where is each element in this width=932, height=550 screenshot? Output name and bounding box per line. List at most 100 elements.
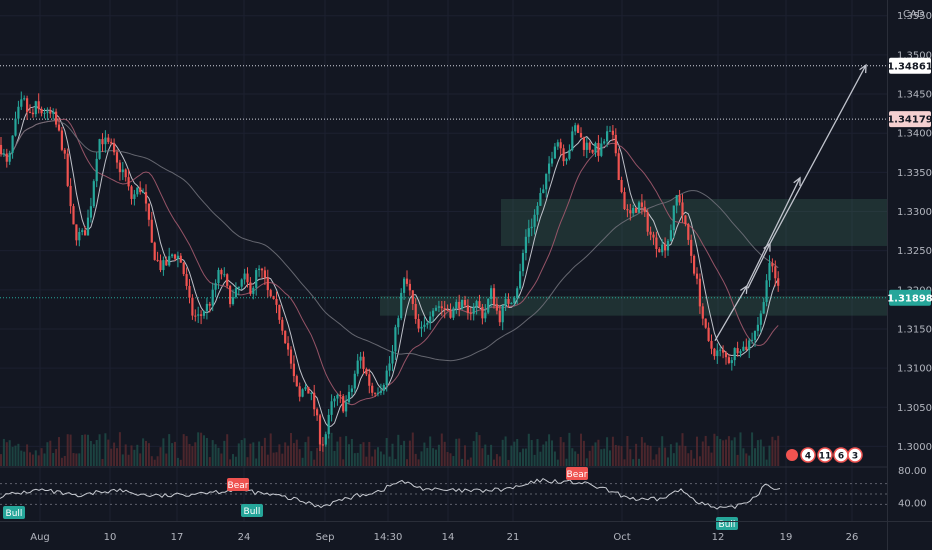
event-badges[interactable]: 4 11 6 3 (786, 447, 863, 463)
volume-bar (539, 451, 542, 466)
volume-bar (617, 445, 620, 466)
candle-body (437, 306, 440, 308)
volume-bar (26, 444, 29, 466)
volume-bar (87, 434, 89, 466)
candle-body (229, 285, 232, 305)
volume-bar (690, 450, 693, 466)
candle-body (521, 253, 525, 272)
candle-body (11, 135, 14, 153)
candle-body (81, 230, 84, 232)
candle-body (539, 193, 542, 206)
volume-bar (43, 453, 46, 466)
candle-body (104, 137, 107, 145)
candle-body (550, 158, 554, 164)
signal-label-text: Bear (228, 481, 249, 491)
volume-bar (234, 456, 237, 466)
candle-body (672, 205, 675, 231)
volume-bar (762, 446, 765, 466)
candle-body (385, 370, 388, 385)
candle-body (658, 248, 661, 253)
time-axis[interactable]: Aug 10 17 24 Sep 14:30 14 21 Oct 12 19 26 (0, 521, 932, 544)
candle-body (66, 153, 69, 186)
volume-bar (205, 437, 208, 466)
candle-body (611, 130, 614, 135)
candle-body (171, 254, 174, 257)
candle-body (162, 260, 165, 271)
candle-body (504, 299, 507, 306)
volume-bar (553, 451, 556, 466)
horizontal-levels[interactable] (0, 65, 887, 299)
candle-body (153, 242, 156, 260)
candle-body (321, 444, 324, 446)
candle-body (568, 150, 571, 159)
volume-bar (304, 442, 307, 466)
candle-body (414, 303, 417, 319)
volume-bar (356, 452, 359, 466)
candle-body (205, 303, 208, 312)
candle-body (553, 146, 556, 159)
demand-zones[interactable] (380, 198, 887, 316)
volume-bar (98, 434, 101, 466)
candle-body (333, 398, 336, 402)
volume-bar (585, 458, 588, 466)
volume-bar (159, 447, 162, 466)
candle-body (408, 283, 411, 291)
volume-bar (255, 458, 258, 466)
candle-body (223, 274, 226, 276)
volume-bar (46, 442, 49, 466)
signal-label-box (3, 506, 25, 519)
candle-body (110, 141, 113, 144)
candle-body (237, 286, 240, 289)
volume-bar (214, 444, 217, 466)
event-badge-count: 4 (805, 452, 811, 462)
price-tag (889, 57, 931, 74)
volume-bar (574, 451, 577, 466)
candle-body (713, 348, 716, 357)
candle-body (579, 132, 583, 138)
trend-arrows[interactable] (714, 63, 867, 342)
volume-bar (307, 436, 310, 466)
candle-body (269, 290, 272, 297)
candle-body (519, 271, 522, 289)
volume-bar (400, 445, 403, 466)
volume-bar (113, 442, 116, 466)
candle-body (127, 177, 130, 187)
candle-body (34, 101, 37, 115)
volume-bar (243, 438, 246, 466)
candle-body (484, 312, 487, 319)
volume-bar (748, 455, 751, 466)
candle-body (14, 118, 17, 136)
candle-body (739, 351, 742, 354)
candle-body (86, 217, 90, 236)
volume-bar (551, 440, 553, 466)
signal-label-text: Bear (567, 470, 588, 480)
candle-body (272, 296, 275, 299)
candle-body (316, 409, 319, 416)
candle-body (49, 111, 52, 114)
price-axis[interactable]: CAD 1.355001.350001.345001.340001.335001… (887, 0, 932, 550)
candle-body (617, 153, 620, 181)
rsi-tick-label: 80.00 (898, 466, 927, 477)
candle-body (765, 280, 768, 303)
volume-bar (211, 440, 214, 466)
volume-bar (548, 434, 551, 466)
candle-body (255, 270, 258, 288)
price-tick-label: 1.30000 (897, 442, 932, 453)
volume-bar (710, 452, 713, 466)
candle-body (490, 288, 493, 299)
volume-bar (542, 444, 545, 466)
candle-body (513, 297, 516, 303)
candle-body (620, 180, 623, 193)
candle-body (623, 192, 626, 210)
candle-body (173, 254, 177, 259)
candle-body (388, 363, 391, 371)
candle-body (429, 316, 432, 324)
volume-bar (632, 459, 635, 466)
candle-body (336, 394, 339, 399)
candle-body (28, 111, 32, 113)
volume-bar (640, 437, 643, 466)
candle-body (608, 130, 612, 132)
candle-body (669, 230, 672, 241)
volume-bar (722, 440, 725, 466)
